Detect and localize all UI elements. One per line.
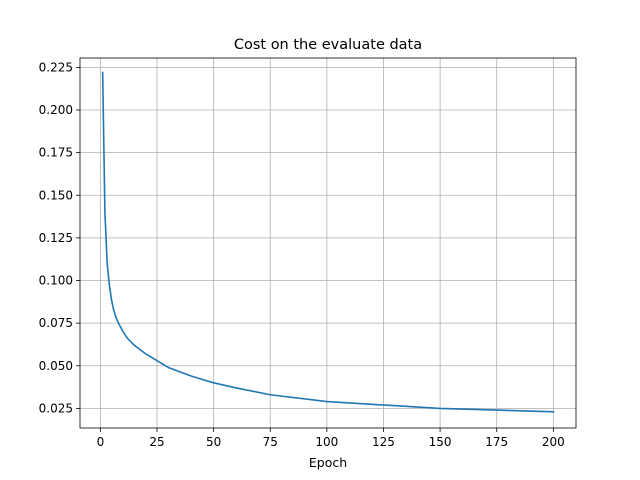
y-axis: 0.025 0.050 0.075 0.100 0.125 0.150 0.175 0.200… — [39, 60, 80, 415]
y-tick-label: 0.225 — [39, 60, 73, 74]
y-tick-label: 0.125 — [39, 231, 73, 245]
grid-lines — [80, 58, 576, 428]
x-tick-label: 25 — [149, 435, 164, 449]
y-tick-label: 0.100 — [39, 274, 73, 288]
x-tick-label: 100 — [315, 435, 338, 449]
x-axis-label: Epoch — [309, 455, 347, 470]
x-tick-label: 175 — [485, 435, 508, 449]
y-tick-label: 0.075 — [39, 316, 73, 330]
y-tick-label: 0.175 — [39, 146, 73, 160]
y-tick-label: 0.150 — [39, 188, 73, 202]
chart-title: Cost on the evaluate data — [234, 37, 422, 53]
series-line-cost — [101, 71, 555, 413]
x-axis: 0 25 50 75 100 125 150 175 200 — [97, 428, 565, 449]
series-layer — [101, 71, 555, 413]
plot-area-background — [80, 58, 576, 428]
x-tick-label: 50 — [206, 435, 221, 449]
y-tick-label: 0.200 — [39, 103, 73, 117]
y-tick-label: 0.025 — [39, 401, 73, 415]
x-tick-label: 75 — [263, 435, 278, 449]
x-tick-label: 200 — [542, 435, 565, 449]
x-tick-label: 125 — [372, 435, 395, 449]
x-tick-label: 150 — [429, 435, 452, 449]
plot-frame — [79, 57, 577, 429]
y-tick-label: 0.050 — [39, 359, 73, 373]
x-tick-label: 0 — [97, 435, 105, 449]
